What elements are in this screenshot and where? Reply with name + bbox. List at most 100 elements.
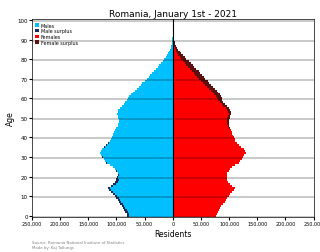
Bar [173,92,213,94]
Bar [173,172,228,174]
Bar [116,170,117,172]
Bar [173,63,185,65]
Bar [115,182,118,184]
X-axis label: Residents: Residents [154,229,191,238]
Bar [127,213,129,215]
Bar [180,57,185,59]
Bar [173,61,183,63]
Bar [173,131,232,133]
Bar [118,172,173,174]
Bar [174,45,176,47]
Bar [157,67,173,69]
Bar [203,82,209,84]
Bar [173,114,228,115]
Bar [226,108,228,110]
Bar [194,73,200,75]
Bar [107,145,173,147]
Bar [227,119,228,121]
Bar [113,135,173,137]
Bar [173,184,230,185]
Bar [177,53,181,55]
Bar [173,174,227,176]
Bar [173,121,227,123]
Bar [173,40,174,42]
Bar [113,184,116,185]
Bar [123,207,125,209]
Bar [173,75,195,77]
Bar [116,178,118,180]
Bar [186,65,193,67]
Bar [112,137,173,139]
Bar [173,152,246,154]
Bar [173,73,194,75]
Bar [173,115,228,117]
Bar [205,84,211,86]
Bar [181,59,186,61]
Bar [133,92,173,94]
Bar [119,197,173,199]
Bar [173,203,223,205]
Bar [115,129,173,131]
Bar [173,133,233,135]
Bar [173,143,237,145]
Bar [134,90,173,92]
Bar [173,137,234,139]
Bar [188,67,194,69]
Bar [175,47,177,49]
Bar [171,47,173,49]
Bar [190,69,196,71]
Bar [102,156,103,158]
Bar [173,164,235,166]
Bar [173,211,218,213]
Bar [123,203,173,205]
Bar [139,86,173,88]
Bar [173,180,227,182]
Bar [176,49,178,51]
Bar [118,176,173,178]
Bar [173,71,192,73]
Bar [173,149,244,150]
Bar [223,106,227,108]
Bar [103,156,173,158]
Bar [106,145,107,147]
Bar [173,135,233,137]
Bar [220,102,223,104]
Bar [127,209,173,211]
Bar [173,127,229,129]
Bar [173,147,241,149]
Bar [173,69,190,71]
Bar [164,59,173,61]
Bar [124,209,127,211]
Bar [108,143,173,145]
Bar [173,178,228,180]
Bar [173,108,226,110]
Bar [127,215,129,217]
Bar [201,80,208,82]
Legend: Males, Male surplus, Females, Female surplus: Males, Male surplus, Females, Female sur… [35,23,79,47]
Bar [228,125,229,127]
Bar [173,176,228,178]
Bar [111,139,173,141]
Bar [195,75,202,77]
Bar [170,49,173,51]
Bar [118,110,173,112]
Bar [118,199,120,201]
Bar [173,98,217,100]
Bar [172,42,173,44]
Bar [111,185,113,187]
Bar [173,141,235,143]
Bar [129,96,173,98]
Bar [173,79,199,80]
Bar [173,213,217,215]
Bar [173,80,201,82]
Bar [124,104,173,106]
Bar [173,90,211,92]
Bar [169,51,173,53]
Bar [207,86,213,88]
Bar [107,162,173,164]
Bar [110,141,173,143]
Bar [173,150,245,152]
Bar [173,166,233,168]
Bar [173,110,228,112]
Bar [174,44,175,45]
